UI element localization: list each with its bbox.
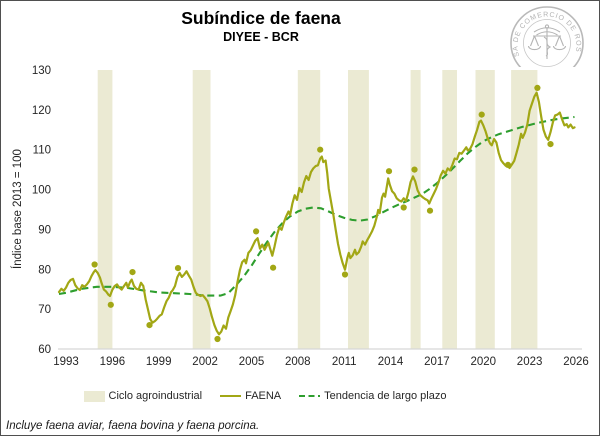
y-tick-label: 100 — [32, 185, 51, 197]
y-tick-label: 90 — [38, 224, 51, 236]
turning-point-dot — [174, 265, 182, 272]
dash-swatch-icon — [299, 394, 321, 398]
title-block: Subíndice de faena DIYEE - BCR — [1, 8, 521, 45]
y-tick-label: 130 — [32, 65, 51, 77]
turning-point-dot — [317, 146, 324, 153]
x-tick-label: 2008 — [285, 356, 311, 368]
turning-point-dot — [129, 269, 136, 276]
legend-label-ciclo: Ciclo agroindustrial — [108, 390, 203, 402]
chart-title: Subíndice de faena — [181, 8, 341, 28]
logo-caduceus-scales — [527, 24, 567, 59]
y-tick-label: 80 — [38, 264, 51, 276]
bcr-seal-logo: BOLSA DE COMERCIO DE ROSARIO — [507, 5, 584, 67]
turning-point-dot — [534, 84, 541, 91]
cycle-band — [475, 70, 495, 349]
x-tick-label: 2011 — [332, 356, 357, 368]
x-tick-label: 2014 — [378, 356, 404, 368]
legend-label-faena: FAENA — [245, 390, 282, 402]
x-tick-label: 2002 — [192, 356, 218, 368]
legend-item-faena: FAENA — [220, 390, 281, 402]
turning-point-dot — [253, 228, 260, 235]
legend-item-tendencia: Tendencia de largo plazo — [299, 390, 446, 402]
legend: Ciclo agroindustrial FAENA Tendencia de … — [1, 387, 529, 405]
turning-point-dot — [411, 166, 418, 173]
cycle-band — [297, 70, 321, 349]
line-swatch-icon — [220, 394, 242, 398]
band-swatch-icon — [83, 390, 105, 402]
turning-point-dot — [385, 168, 393, 175]
trend-line — [58, 115, 575, 297]
logo-inner-ring — [523, 19, 571, 67]
y-tick-label: 60 — [38, 344, 51, 356]
turning-point-dot — [426, 207, 434, 214]
legend-label-tendencia: Tendencia de largo plazo — [324, 390, 447, 402]
y-tick-label: 70 — [38, 304, 51, 316]
turning-point-dot — [478, 111, 485, 118]
faena-line — [57, 91, 576, 336]
turning-point-dot — [107, 301, 114, 308]
y-tick-label: 110 — [33, 145, 51, 157]
x-tick-label: 1996 — [100, 356, 126, 368]
cycle-band — [410, 70, 421, 349]
x-tick-label: 2026 — [563, 356, 589, 368]
x-tick-label: 1999 — [146, 356, 172, 368]
cycle-band — [348, 70, 369, 349]
turning-point-dot — [547, 141, 554, 148]
turning-point-dot — [504, 161, 512, 168]
y-tick-label: 120 — [32, 105, 51, 117]
legend-item-ciclo: Ciclo agroindustrial — [83, 390, 203, 402]
x-tick-label: 1993 — [53, 356, 79, 368]
turning-point-dot — [270, 264, 277, 271]
cycle-band — [511, 70, 538, 349]
turning-point-dot — [91, 261, 98, 268]
x-tick-label: 2023 — [517, 356, 543, 368]
footnote: Incluye faena aviar, faena bovina y faen… — [6, 420, 260, 432]
turning-point-dot — [341, 271, 349, 278]
turning-point-dot — [214, 335, 221, 343]
logo-outer-ring — [510, 6, 584, 67]
x-tick-label: 2005 — [239, 356, 265, 368]
x-tick-label: 2020 — [471, 356, 497, 368]
x-tick-label: 2017 — [424, 356, 450, 368]
chart-subtitle: DIYEE - BCR — [223, 29, 299, 44]
cycle-band — [192, 70, 211, 349]
turning-point-dot — [146, 322, 153, 329]
cycle-band — [442, 70, 457, 349]
turning-point-dot — [400, 204, 407, 211]
